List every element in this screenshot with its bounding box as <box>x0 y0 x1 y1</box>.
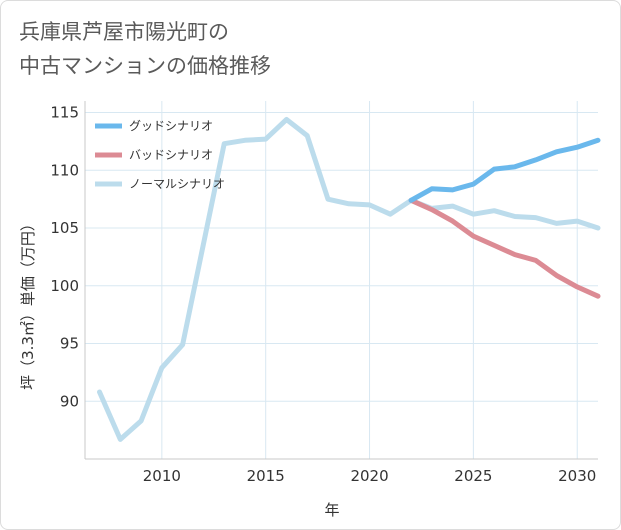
title-line-2: 中古マンションの価格推移 <box>19 54 271 78</box>
chart-title: 兵庫県芦屋市陽光町の 中古マンションの価格推移 <box>19 15 439 83</box>
tick-labels: 2010 2015 2020 2025 2030 90 95 100 105 110 115 <box>50 104 596 485</box>
x-tick-label-2010: 2010 <box>143 467 181 485</box>
series-line-3 <box>97 117 601 442</box>
x-tick-label-2025: 2025 <box>454 467 492 485</box>
x-tick-label-2030: 2030 <box>558 467 596 485</box>
legend-label-3: ノーマルシナリオ <box>129 177 225 191</box>
series-line-1 <box>408 137 601 203</box>
legend-label-2: バッドシナリオ <box>129 148 213 162</box>
y-tick-label-95: 95 <box>60 335 79 353</box>
series-lines <box>97 117 601 442</box>
series-line-2 <box>408 197 601 299</box>
x-tick-label-2020: 2020 <box>350 467 388 485</box>
title-line-1: 兵庫県芦屋市陽光町の <box>19 20 229 44</box>
y-tick-label-105: 105 <box>50 219 79 237</box>
grid <box>85 101 598 459</box>
legend-label-1: グッドシナリオ <box>129 119 213 133</box>
x-tick-label-2015: 2015 <box>247 467 285 485</box>
y-tick-label-110: 110 <box>50 161 79 179</box>
y-axis-label: 坪（3.3㎡）単価（万円） <box>19 216 37 390</box>
y-tick-label-100: 100 <box>50 277 79 295</box>
x-axis-label: 年 <box>324 501 339 519</box>
y-tick-label-90: 90 <box>60 392 79 410</box>
y-tick-label-115: 115 <box>50 104 79 122</box>
plot-frame <box>84 101 598 460</box>
